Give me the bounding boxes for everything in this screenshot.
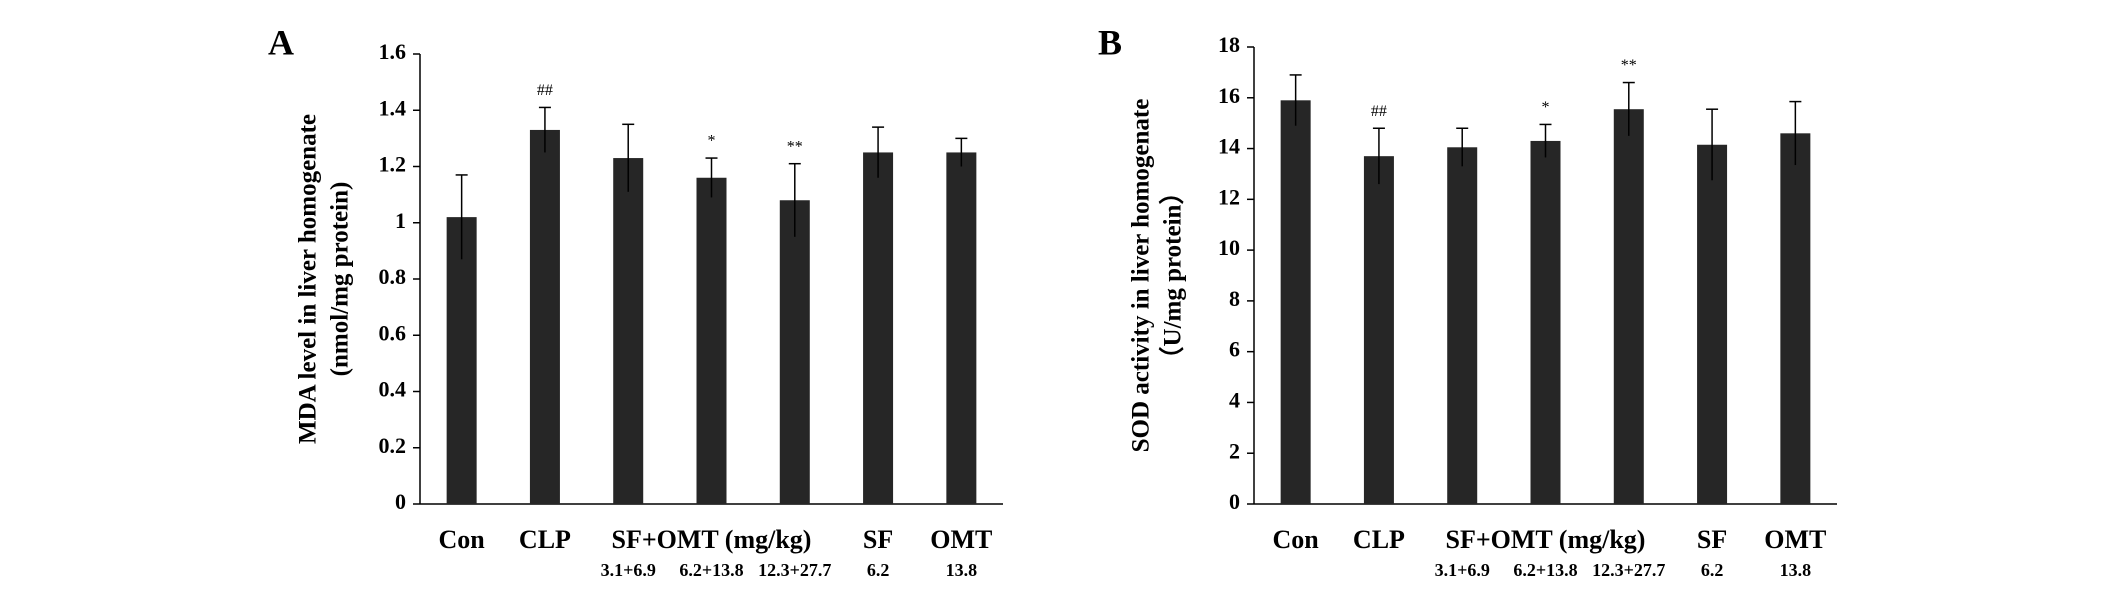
y-tick-label: 0: [1229, 489, 1240, 514]
x-sublabel: 3.1+6.9: [601, 560, 656, 580]
y-axis-label: （U/mg protein）: [1158, 180, 1187, 372]
x-sublabel: 12.3+27.7: [758, 560, 831, 580]
bar: [1363, 156, 1394, 504]
annotation: *: [1542, 99, 1550, 116]
x-sublabel: 13.8: [946, 560, 978, 580]
annotation: ##: [1371, 103, 1387, 120]
x-tick-label: OMT: [930, 525, 992, 554]
bar: [613, 158, 644, 504]
y-tick-label: 1.6: [379, 39, 407, 64]
y-tick-label: 0.2: [379, 433, 407, 458]
bar: [696, 177, 727, 504]
annotation: *: [708, 133, 716, 150]
panel-label: B: [1098, 22, 1122, 62]
bar: [1697, 144, 1728, 504]
y-tick-label: 6: [1229, 337, 1240, 362]
x-sublabel: 3.1+6.9: [1435, 560, 1490, 580]
annotation: **: [787, 138, 803, 155]
bar: [1613, 109, 1644, 505]
y-axis-label: (nmol/mg protein): [327, 182, 354, 377]
x-sublabel: 12.3+27.7: [1592, 560, 1665, 580]
bar: [529, 129, 560, 504]
bar: [1447, 147, 1478, 504]
x-tick-label: CLP: [1353, 525, 1405, 554]
y-tick-label: 4: [1229, 387, 1240, 412]
bar: [1780, 133, 1811, 505]
y-tick-label: 1.2: [379, 152, 407, 177]
x-tick-label: Con: [1273, 525, 1320, 554]
panel-label: A: [268, 22, 294, 62]
x-group-label: SF+OMT (mg/kg): [612, 525, 812, 554]
x-tick-label: SF: [1697, 525, 1727, 554]
y-tick-label: 0.4: [379, 377, 407, 402]
annotation: **: [1621, 57, 1637, 74]
y-tick-label: 10: [1218, 235, 1240, 260]
bar: [779, 200, 810, 504]
x-group-label: SF+OMT (mg/kg): [1446, 525, 1646, 554]
y-tick-label: 0: [395, 489, 406, 514]
bar: [1530, 140, 1561, 504]
y-tick-label: 1.4: [379, 95, 407, 120]
x-sublabel: 13.8: [1780, 560, 1812, 580]
y-tick-label: 2: [1229, 438, 1240, 463]
y-tick-label: 16: [1218, 83, 1240, 108]
x-sublabel: 6.2: [867, 560, 890, 580]
x-tick-label: OMT: [1764, 525, 1826, 554]
x-tick-label: SF: [863, 525, 893, 554]
y-tick-label: 0.8: [379, 264, 407, 289]
y-axis-label: MDA level in liver homogenate: [295, 114, 322, 444]
y-tick-label: 0.6: [379, 320, 407, 345]
x-tick-label: Con: [439, 525, 486, 554]
bar: [1280, 100, 1311, 505]
annotation: ##: [537, 82, 553, 99]
y-tick-label: 12: [1218, 184, 1240, 209]
y-axis-label: SOD activity in liver homogenate: [1128, 99, 1155, 453]
y-tick-label: 8: [1229, 286, 1240, 311]
y-tick-label: 14: [1218, 134, 1240, 159]
x-sublabel: 6.2: [1701, 560, 1724, 580]
bar: [446, 217, 477, 504]
x-tick-label: CLP: [519, 525, 571, 554]
bar: [863, 152, 894, 504]
y-tick-label: 18: [1218, 32, 1240, 57]
x-sublabel: 6.2+13.8: [1513, 560, 1577, 580]
x-sublabel: 6.2+13.8: [679, 560, 743, 580]
y-tick-label: 1: [395, 208, 406, 233]
bar: [946, 152, 977, 504]
